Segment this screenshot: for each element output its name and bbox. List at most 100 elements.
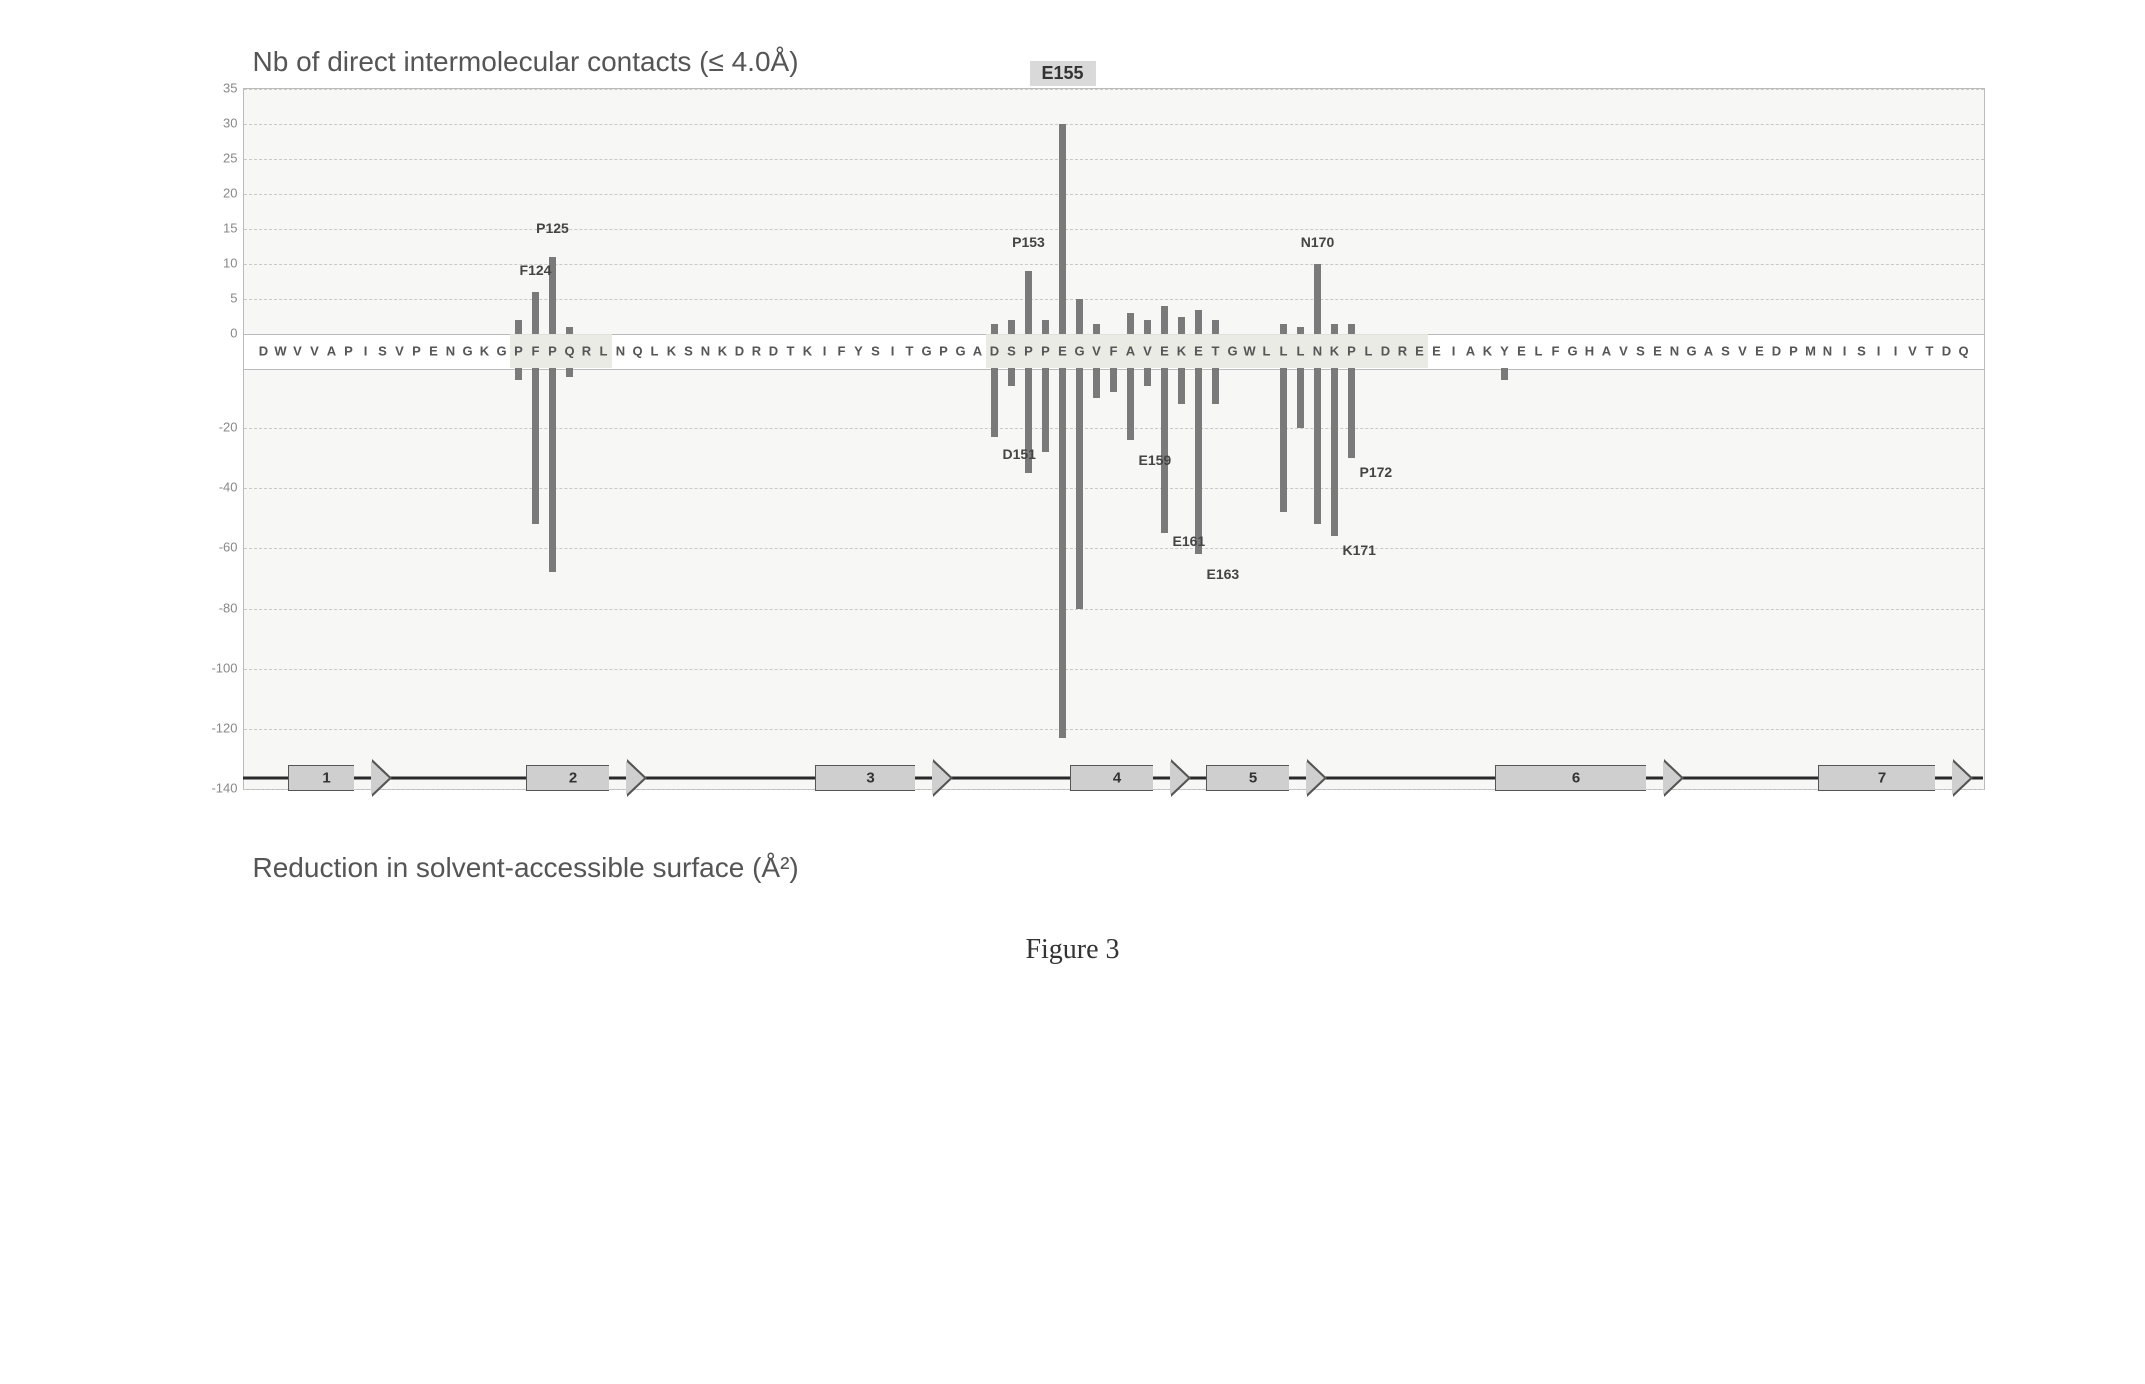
residue-label: E163 xyxy=(1207,566,1240,582)
sequence-residue: V xyxy=(310,344,319,359)
sasa-bar xyxy=(1127,368,1134,440)
sasa-bar xyxy=(1348,368,1355,458)
residue-label: E159 xyxy=(1139,452,1172,468)
contacts-bar xyxy=(991,324,998,335)
sequence-residue: Y xyxy=(1500,344,1509,359)
y-tick-label: -60 xyxy=(183,540,238,555)
sasa-bar xyxy=(1076,368,1083,609)
strand-number: 2 xyxy=(569,769,577,786)
figure-caption: Figure 3 xyxy=(123,934,2023,966)
sasa-bar xyxy=(1093,368,1100,398)
sequence-residue: V xyxy=(1738,344,1747,359)
sequence-residue: S xyxy=(1636,344,1645,359)
gridline xyxy=(244,229,1984,230)
gridline xyxy=(244,488,1984,489)
sequence-residue: L xyxy=(1297,344,1305,359)
sequence-residue: P xyxy=(1041,344,1050,359)
highlight-label: E155 xyxy=(1029,61,1095,86)
strand-arrow-body xyxy=(1070,765,1153,791)
strand-arrow-body xyxy=(1495,765,1646,791)
residue-label: D151 xyxy=(1003,446,1036,462)
sequence-residue: D xyxy=(1942,344,1951,359)
y-tick-label: 10 xyxy=(183,256,238,271)
sequence-residue: A xyxy=(327,344,336,359)
sequence-residue: V xyxy=(1908,344,1917,359)
sequence-residue: K xyxy=(718,344,727,359)
sasa-bar xyxy=(532,368,539,524)
y-tick-label: 20 xyxy=(183,186,238,201)
sequence-residue: N xyxy=(1313,344,1322,359)
sequence-residue: E xyxy=(1755,344,1764,359)
contacts-bar xyxy=(1127,313,1134,334)
sasa-bar xyxy=(515,368,522,380)
strand-arrow: 4 xyxy=(1070,765,1172,791)
contacts-bar xyxy=(1025,271,1032,334)
sequence-residue: A xyxy=(1466,344,1475,359)
sequence-residue: L xyxy=(651,344,659,359)
sasa-bar xyxy=(566,368,573,377)
contacts-bar xyxy=(1331,324,1338,335)
sequence-residue: T xyxy=(1212,344,1220,359)
strand-number: 5 xyxy=(1249,769,1257,786)
contacts-bar xyxy=(1008,320,1015,334)
strand-arrow: 1 xyxy=(288,765,373,791)
sasa-bar xyxy=(1110,368,1117,392)
y-tick-label: 0 xyxy=(183,326,238,341)
sequence-residue: H xyxy=(1585,344,1594,359)
gridline xyxy=(244,89,1984,90)
sequence-residue: Q xyxy=(1958,344,1968,359)
sequence-residue: I xyxy=(1877,344,1881,359)
strand-number: 3 xyxy=(866,769,874,786)
strand-arrow: 7 xyxy=(1818,765,1954,791)
sequence-residue: S xyxy=(1007,344,1016,359)
sequence-residue: P xyxy=(1347,344,1356,359)
sequence-residue: V xyxy=(395,344,404,359)
sequence-residue: E xyxy=(1432,344,1441,359)
contacts-bar xyxy=(1280,324,1287,335)
strand-arrow: 2 xyxy=(526,765,628,791)
sasa-bar xyxy=(1059,368,1066,738)
contacts-bar xyxy=(1059,124,1066,334)
sequence-residue: T xyxy=(787,344,795,359)
contacts-bar xyxy=(1314,264,1321,334)
strand-arrow-body xyxy=(288,765,354,791)
strand-arrow: 3 xyxy=(815,765,934,791)
sequence-residue: D xyxy=(1381,344,1390,359)
contacts-bar xyxy=(532,292,539,334)
sequence-residue: P xyxy=(1789,344,1798,359)
sequence-residue: E xyxy=(1653,344,1662,359)
sequence-residue: V xyxy=(1143,344,1152,359)
y-tick-label: 30 xyxy=(183,116,238,131)
sequence-residue: A xyxy=(1126,344,1135,359)
sequence-residue: L xyxy=(600,344,608,359)
y-tick-label: -120 xyxy=(183,720,238,735)
contacts-bar xyxy=(1178,317,1185,335)
sequence-residue: D xyxy=(735,344,744,359)
strand-arrow: 6 xyxy=(1495,765,1665,791)
sequence-residue: D xyxy=(1772,344,1781,359)
gridline xyxy=(244,669,1984,670)
sequence-residue: S xyxy=(684,344,693,359)
sequence-residue: Q xyxy=(632,344,642,359)
sequence-residue: K xyxy=(1177,344,1186,359)
sequence-residue: S xyxy=(1721,344,1730,359)
gridline xyxy=(244,124,1984,125)
sequence-residue: K xyxy=(1483,344,1492,359)
sequence-residue: D xyxy=(259,344,268,359)
sequence-residue: S xyxy=(871,344,880,359)
sequence-residue: G xyxy=(1227,344,1237,359)
sequence-residue: Y xyxy=(854,344,863,359)
gridline xyxy=(244,548,1984,549)
strand-arrow-body xyxy=(526,765,609,791)
sasa-bar xyxy=(1144,368,1151,386)
contacts-bar xyxy=(1297,327,1304,334)
sequence-residue: R xyxy=(1398,344,1407,359)
sequence-residue: K xyxy=(1330,344,1339,359)
sequence-residue: W xyxy=(274,344,286,359)
y-tick-label: -80 xyxy=(183,600,238,615)
gridline xyxy=(244,264,1984,265)
sequence-residue: F xyxy=(1552,344,1560,359)
sasa-bar xyxy=(549,368,556,572)
sequence-residue: I xyxy=(891,344,895,359)
residue-label: P172 xyxy=(1360,464,1393,480)
